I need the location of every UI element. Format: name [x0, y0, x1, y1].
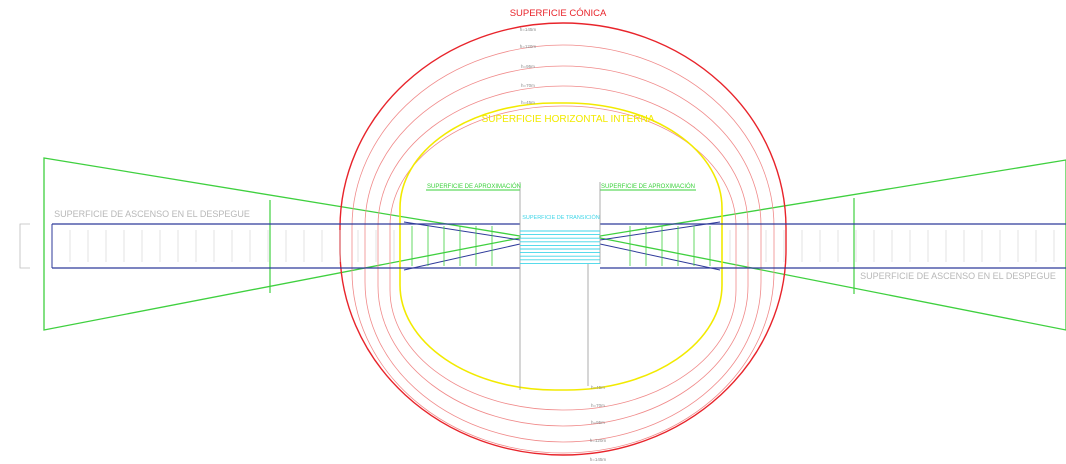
approach-surface-label-left: SUPERFICIE DE APROXIMACIÓN: [427, 183, 521, 190]
contour-height-label: h=145m: [520, 27, 537, 32]
conical-contour-lines: [351, 44, 775, 454]
approach-section-ticks: [69, 226, 1055, 266]
contour-ring: [389, 105, 737, 411]
takeoff-surface-label-right: SUPERFICIE DE ASCENSO EN EL DESPEGUE: [860, 271, 1056, 281]
contour-ring: [351, 44, 775, 454]
inner-horizontal-surface: [399, 102, 723, 391]
approach-wedge-right-bottom: [599, 243, 721, 271]
conical-surface-title: SUPERFICIE CÓNICA: [510, 8, 607, 19]
transition-surface-hatch: [520, 230, 600, 264]
contour-height-label: h=120m: [520, 44, 537, 49]
contour-height-label: h=45m: [591, 385, 605, 390]
contour-height-label: h=145m: [590, 457, 607, 462]
runway-strip: [51, 221, 1066, 271]
contour-height-label: h=70m: [521, 83, 535, 88]
contour-height-label: h=95m: [591, 420, 605, 425]
contour-height-label: h=70m: [591, 403, 605, 408]
contour-labels-bottom: h=45m h=70m h=95m h=120m h=145m: [590, 385, 607, 462]
takeoff-surface-label-left: SUPERFICIE DE ASCENSO EN EL DESPEGUE: [54, 209, 250, 219]
contour-labels-top: h=145m h=120m h=95m h=70m h=45m: [520, 27, 537, 105]
contour-height-label: h=95m: [521, 64, 535, 69]
approach-wedge-left-top: [403, 221, 521, 241]
approach-wedge-left-bottom: [403, 243, 521, 271]
contour-ring: [364, 65, 762, 443]
approach-surface-label-right: SUPERFICIE DE APROXIMACIÓN: [601, 183, 695, 190]
transition-surface-label: SUPERFICIE DE TRANSICIÓN: [522, 214, 600, 221]
approach-wedge-right-top: [599, 221, 721, 241]
strip-width-dimension: [19, 223, 30, 269]
horizontal-surface-title: SUPERFICIE HORIZONTAL INTERNA: [482, 114, 655, 125]
contour-height-label: h=45m: [521, 100, 535, 105]
contour-height-label: h=120m: [590, 438, 607, 443]
approach-surfaces: [426, 182, 696, 390]
